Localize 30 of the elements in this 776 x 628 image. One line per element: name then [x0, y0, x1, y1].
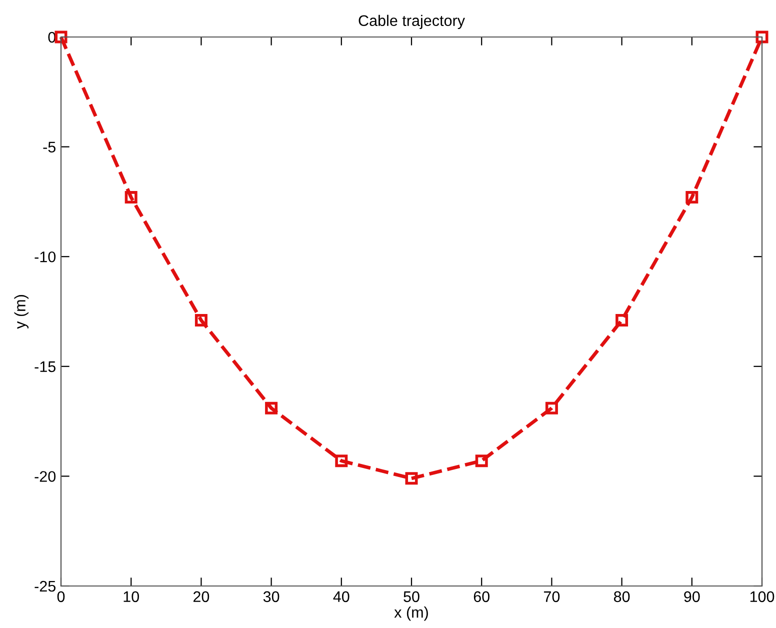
- point: [194, 314, 208, 327]
- chart-title: Cable trajectory: [358, 14, 465, 30]
- point: [756, 30, 768, 44]
- point: [265, 402, 278, 414]
- y-axis-title: y (m): [14, 295, 29, 329]
- y-tick-label: -25: [34, 580, 56, 592]
- y-tick-label: -15: [34, 361, 56, 372]
- point: [335, 454, 348, 468]
- point: [475, 454, 488, 468]
- x-tick-label: 100: [750, 591, 774, 602]
- x-tick-label: 90: [684, 591, 700, 602]
- point: [545, 402, 558, 414]
- y-tick-label: -5: [43, 142, 56, 152]
- x-tick-label: 0: [57, 591, 65, 602]
- x-axis-title: x (m): [394, 606, 428, 621]
- x-tick-label: 10: [124, 591, 139, 602]
- x-tick-label: 80: [614, 591, 630, 602]
- point: [405, 472, 418, 485]
- x-tick-label: 70: [544, 591, 560, 602]
- y-tick-label: -10: [34, 251, 56, 262]
- point: [124, 191, 138, 204]
- x-tick-label: 40: [333, 591, 350, 602]
- x-tick-label: 60: [474, 591, 490, 602]
- y-tick-label: -20: [34, 471, 56, 482]
- point: [686, 191, 698, 204]
- point: [54, 30, 68, 44]
- x-tick-label: 50: [404, 591, 420, 602]
- point: [616, 314, 628, 327]
- x-tick-label: 30: [263, 591, 280, 602]
- x-tick-label: 20: [193, 591, 210, 602]
